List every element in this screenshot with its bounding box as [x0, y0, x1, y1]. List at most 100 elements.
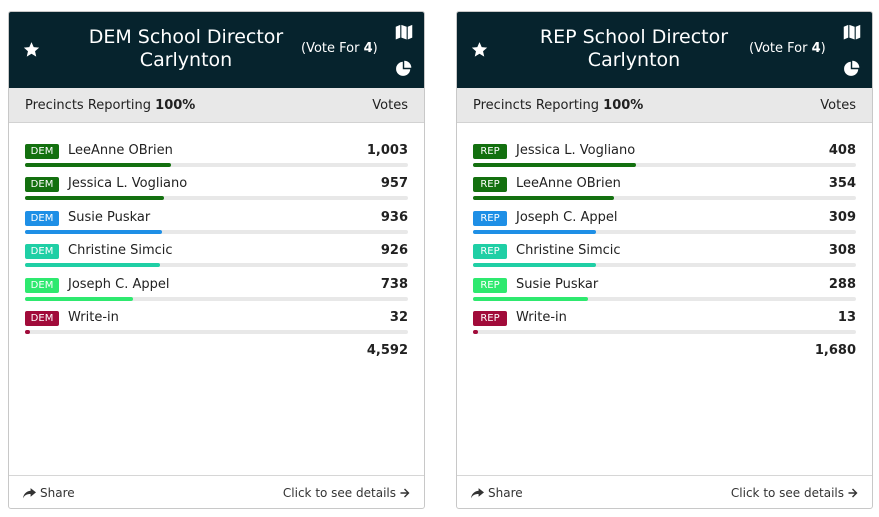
race-title-line1: REP School Director [539, 26, 729, 48]
race-title-line2: Carlynton [139, 49, 233, 71]
race-title: DEM School Director Carlynton [71, 26, 301, 72]
vote-for-count: 4 [811, 41, 821, 56]
precincts-label: Precincts Reporting [25, 98, 152, 113]
vote-share-fill [473, 163, 636, 167]
vote-share-bar [473, 196, 856, 201]
race-card-dem: DEM School Director Carlynton (Vote For … [8, 11, 425, 509]
party-badge: REP [473, 244, 507, 260]
party-badge: DEM [25, 244, 59, 260]
precincts-bar: Precincts Reporting 100% Votes [9, 88, 424, 123]
candidate-name: Joseph C. Appel [516, 209, 618, 225]
vote-for-count: 4 [363, 41, 373, 56]
party-badge: DEM [25, 311, 59, 326]
card-footer: Share Click to see details [9, 475, 424, 508]
star-icon[interactable] [23, 41, 40, 58]
candidate-row: DEM Susie Puskar 936 [25, 210, 408, 240]
candidate-row: DEM Jessica L. Vogliano 957 [25, 176, 408, 206]
details-link[interactable]: Click to see details [731, 486, 858, 500]
candidate-votes: 309 [828, 209, 856, 225]
vote-share-fill [25, 163, 172, 167]
votes-header: Votes [372, 98, 408, 113]
candidate-row: REP Joseph C. Appel 309 [473, 210, 856, 240]
share-button[interactable]: Share [471, 486, 523, 500]
map-icon[interactable] [395, 23, 413, 41]
vote-share-bar [473, 163, 856, 167]
candidate-votes: 32 [389, 310, 408, 325]
vote-share-bar [25, 229, 408, 234]
card-header: DEM School Director Carlynton (Vote For … [9, 12, 424, 88]
vote-share-bar [25, 163, 408, 167]
vote-share-fill [473, 296, 588, 301]
map-icon[interactable] [843, 23, 861, 41]
total-votes: 1,680 [814, 343, 856, 358]
candidate-name: Write-in [516, 310, 567, 325]
candidate-name: Christine Simcic [68, 243, 173, 259]
vote-for-prefix: (Vote For [749, 41, 812, 56]
vote-share-bar [473, 330, 856, 334]
race-title-line2: Carlynton [587, 49, 681, 71]
vote-for-label: (Vote For 4) [301, 41, 378, 56]
pie-chart-icon[interactable] [843, 60, 860, 77]
vote-share-fill [25, 296, 133, 301]
party-badge: REP [473, 144, 507, 159]
party-badge: REP [473, 210, 507, 226]
candidate-row: REP Jessica L. Vogliano 408 [473, 143, 856, 173]
vote-share-bar [25, 330, 408, 334]
candidate-name: Susie Puskar [516, 276, 599, 292]
vote-for-suffix: ) [372, 41, 378, 56]
candidate-row: DEM Christine Simcic 926 [25, 243, 408, 273]
candidate-votes: 926 [380, 243, 408, 259]
candidate-votes: 738 [380, 276, 408, 292]
star-icon[interactable] [471, 41, 488, 58]
party-badge: DEM [25, 210, 59, 226]
vote-share-bar [25, 296, 408, 301]
candidate-votes: 936 [380, 209, 408, 225]
candidate-name: Jessica L. Vogliano [68, 176, 188, 192]
precincts-reporting: Precincts Reporting 100% [25, 98, 195, 113]
vote-share-fill [25, 330, 30, 334]
candidate-name: Susie Puskar [68, 209, 151, 225]
card-footer: Share Click to see details [457, 475, 872, 508]
vote-for-suffix: ) [820, 41, 826, 56]
vote-share-bar [25, 196, 408, 201]
candidate-votes: 354 [828, 176, 856, 192]
details-link[interactable]: Click to see details [283, 486, 410, 500]
vote-share-bar [473, 263, 856, 268]
share-label: Share [40, 486, 75, 500]
candidate-votes: 308 [828, 243, 856, 259]
pie-chart-icon[interactable] [395, 60, 412, 77]
candidate-votes: 1,003 [366, 143, 408, 158]
details-label: Click to see details [282, 486, 396, 500]
candidate-row: DEM Write-in 32 [25, 310, 408, 340]
party-badge: DEM [25, 177, 59, 193]
vote-share-fill [473, 330, 479, 334]
vote-share-fill [25, 263, 161, 268]
precincts-label: Precincts Reporting [473, 98, 600, 113]
candidate-votes: 957 [380, 176, 408, 192]
candidate-row: REP Write-in 13 [473, 310, 856, 340]
candidate-name: Joseph C. Appel [68, 276, 170, 292]
vote-share-fill [25, 196, 165, 201]
candidate-name: LeeAnne OBrien [68, 143, 173, 158]
candidate-votes: 408 [828, 143, 856, 158]
vote-share-fill [473, 263, 596, 268]
share-icon [23, 487, 36, 498]
party-badge: REP [473, 311, 507, 326]
candidate-row: REP LeeAnne OBrien 354 [473, 176, 856, 206]
share-icon [471, 487, 484, 498]
candidate-row: REP Susie Puskar 288 [473, 277, 856, 307]
candidate-votes: 13 [837, 310, 856, 325]
precincts-reporting: Precincts Reporting 100% [473, 98, 643, 113]
race-title-line1: DEM School Director [88, 26, 284, 48]
party-badge: REP [473, 277, 507, 293]
share-button[interactable]: Share [23, 486, 75, 500]
details-label: Click to see details [730, 486, 844, 500]
precincts-value: 100% [603, 98, 644, 113]
arrow-right-icon [848, 488, 858, 498]
vote-share-bar [25, 263, 408, 268]
candidate-name: Christine Simcic [516, 243, 621, 259]
arrow-right-icon [400, 488, 410, 498]
vote-for-label: (Vote For 4) [749, 41, 826, 56]
candidate-row: DEM LeeAnne OBrien 1,003 [25, 143, 408, 173]
card-header: REP School Director Carlynton (Vote For … [457, 12, 872, 88]
